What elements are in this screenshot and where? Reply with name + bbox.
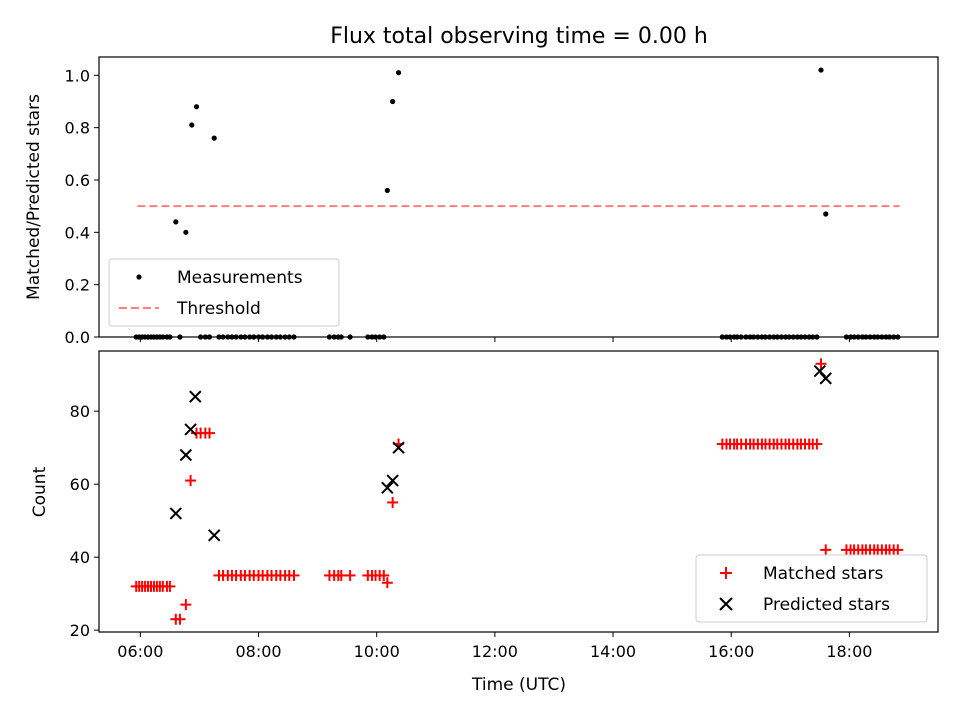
matched-star-point <box>344 569 356 581</box>
predicted-star-point <box>179 448 193 462</box>
predicted-star-point <box>184 423 197 436</box>
matched-star-point <box>378 569 390 581</box>
matched-star-point <box>381 577 393 589</box>
bottom-x-tick-label: 12:00 <box>472 642 518 661</box>
chart-title: Flux total observing time = 0.00 h <box>330 24 708 49</box>
bottom-y-tick-label: 20 <box>70 621 90 640</box>
matched-star-point <box>203 427 215 439</box>
top-y-tick-label: 0.0 <box>65 328 90 347</box>
top-y-axis-label: Matched/Predicted stars <box>24 94 44 300</box>
predicted-star-point <box>386 474 399 487</box>
top-plot-frame <box>98 56 939 338</box>
predicted-star-point <box>392 441 405 454</box>
legend-measurements-marker <box>136 274 142 280</box>
measurement-point <box>390 98 396 105</box>
measurement-point <box>818 67 824 73</box>
top-y-tick-label: 0.2 <box>65 276 90 295</box>
legend-matched-label: Matched stars <box>763 564 883 584</box>
matched-stars-series <box>130 358 904 625</box>
legend-predicted-marker <box>719 597 733 611</box>
legend-matched-marker <box>720 567 732 579</box>
matched-star-point <box>174 613 186 625</box>
bottom-y-axis-label: Count <box>30 466 50 517</box>
top-y-tick-label: 0.6 <box>65 171 90 190</box>
bottom-x-tick-label: 08:00 <box>235 642 281 661</box>
measurement-point <box>823 211 829 217</box>
measurement-point <box>183 229 189 235</box>
predicted-star-point <box>189 390 202 403</box>
measurement-point <box>395 70 402 76</box>
legend-measurements-label: Measurements <box>177 268 303 288</box>
bottom-y-ticks: 20 40 60 80 <box>70 402 99 640</box>
bottom-x-tick-label: 16:00 <box>708 642 754 661</box>
bottom-y-tick-label: 80 <box>70 402 90 421</box>
top-x-ticks <box>139 337 850 342</box>
measurement-point <box>189 122 195 128</box>
legend-predicted-label: Predicted stars <box>763 595 890 615</box>
bottom-legend: Matched stars Predicted stars <box>695 554 928 623</box>
bottom-panel-counts: 20 40 60 80 06:00 08:00 10:00 12:00 14:00 16:00 1… <box>30 350 939 695</box>
top-panel-ratio: Flux total observing time = 0.00 h 0.00.… <box>24 24 939 347</box>
predicted-stars-series <box>169 364 832 542</box>
top-y-tick-label: 0.8 <box>65 119 90 138</box>
bottom-plot-frame <box>98 350 939 633</box>
matched-star-point <box>288 569 300 581</box>
top-y-ticks: 0.0 0.2 0.4 0.6 0.8 1.0 <box>65 66 99 347</box>
measurement-point <box>211 135 217 141</box>
bottom-x-tick-label: 06:00 <box>117 642 163 661</box>
measurement-point <box>193 104 200 110</box>
bottom-x-tick-label: 10:00 <box>354 642 400 661</box>
matched-star-point <box>811 438 823 450</box>
top-legend-box <box>108 258 340 327</box>
bottom-x-tick-label: 18:00 <box>826 642 872 661</box>
matched-star-point <box>892 544 904 556</box>
bottom-x-ticks: 06:00 08:00 10:00 12:00 14:00 16:00 18:00 <box>117 632 872 661</box>
matched-star-point <box>180 599 192 611</box>
predicted-star-point <box>169 507 183 520</box>
bottom-y-tick-label: 60 <box>70 475 90 494</box>
matched-star-point <box>164 580 176 592</box>
top-y-tick-label: 1.0 <box>65 66 90 85</box>
top-legend: Measurements Threshold <box>108 258 340 327</box>
predicted-star-point <box>208 529 221 542</box>
matched-star-point <box>820 544 832 556</box>
predicted-star-point <box>819 372 832 385</box>
matched-star-point <box>387 496 399 508</box>
matched-star-point <box>185 475 197 487</box>
measurement-point <box>173 219 179 225</box>
matched-star-point <box>815 358 827 370</box>
measurement-point <box>384 187 390 194</box>
legend-threshold-label: Threshold <box>176 299 261 319</box>
bottom-y-tick-label: 40 <box>70 548 90 567</box>
bottom-legend-box <box>695 554 928 623</box>
bottom-x-tick-label: 14:00 <box>590 642 636 661</box>
x-axis-label: Time (UTC) <box>471 675 566 695</box>
predicted-star-point <box>381 481 394 495</box>
top-y-tick-label: 0.4 <box>65 223 90 242</box>
